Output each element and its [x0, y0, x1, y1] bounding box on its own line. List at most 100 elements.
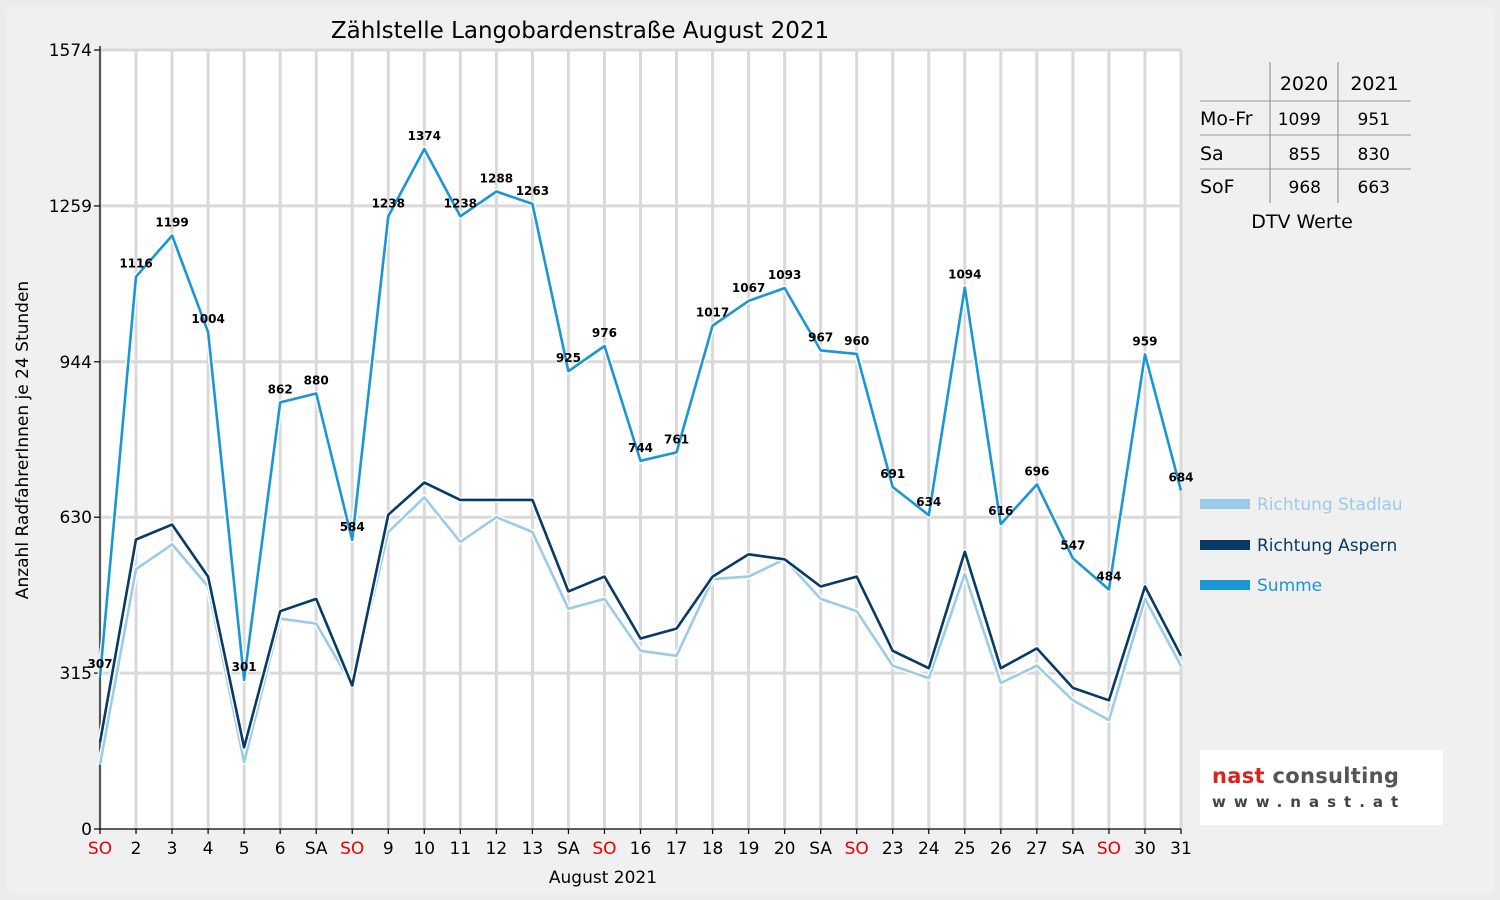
data-label: 925: [556, 351, 581, 365]
data-label: 744: [628, 441, 653, 455]
data-label: 1093: [768, 268, 801, 282]
data-label: 584: [340, 520, 365, 534]
y-tick-label: 0: [81, 820, 92, 840]
x-tick-label: 26: [990, 839, 1012, 859]
nast-consulting-logo: nast consulting www.nast.at: [1200, 750, 1443, 825]
table-row-label: Mo-Fr: [1200, 108, 1253, 130]
x-tick-label: 31: [1170, 839, 1192, 859]
data-label: 862: [268, 382, 293, 396]
data-label: 696: [1024, 465, 1049, 479]
x-tick-label: SO: [88, 839, 112, 859]
data-label: 976: [592, 326, 617, 340]
series-line-richtung-aspern: [98, 481, 1183, 749]
y-tick-label: 315: [60, 664, 92, 684]
x-tick-label: 18: [702, 839, 724, 859]
x-tick-label: 9: [383, 839, 394, 859]
x-tick-label: 4: [203, 839, 214, 859]
logo-brand-part1: nast: [1212, 764, 1265, 788]
x-tick-label: SO: [845, 839, 869, 859]
x-tick-label: 2: [131, 839, 142, 859]
table-value-cell: 1099: [1278, 110, 1321, 130]
data-label: 960: [844, 334, 869, 348]
data-label: 1199: [155, 216, 188, 230]
table-header-cell: 2021: [1350, 73, 1398, 95]
data-label: 1238: [444, 196, 477, 210]
data-label: 1017: [696, 306, 729, 320]
data-label: 880: [304, 373, 329, 387]
table-row-label: Sa: [1200, 143, 1224, 165]
x-tick-label: 13: [522, 839, 544, 859]
legend-label-richtung-stadlau: Richtung Stadlau: [1257, 495, 1403, 515]
x-tick-label: 24: [918, 839, 940, 859]
x-tick-label: 27: [1026, 839, 1048, 859]
data-label: 1116: [119, 257, 152, 271]
legend-swatch-richtung-aspern: [1200, 540, 1250, 550]
legend-swatch-summe: [1200, 580, 1250, 590]
y-axis-label: Anzahl RadfahrerInnen je 24 Stunden: [13, 281, 33, 599]
x-tick-label: 16: [630, 839, 652, 859]
table-value-cell: 968: [1289, 178, 1321, 198]
x-tick-label: 3: [167, 839, 178, 859]
table-caption: DTV Werte: [1251, 211, 1353, 233]
legend-label-richtung-aspern: Richtung Aspern: [1257, 536, 1397, 556]
data-label: 634: [916, 495, 941, 509]
data-labels: 3071116119910043018628805841238137412381…: [87, 129, 1193, 674]
data-label: 307: [87, 657, 112, 671]
x-tick-label: 11: [450, 839, 472, 859]
chart-title: Zählstelle Langobardenstraße August 2021: [331, 18, 829, 44]
legend-swatch-richtung-stadlau: [1200, 499, 1250, 509]
y-tick-label: 944: [60, 353, 92, 373]
x-tick-label: SA: [1062, 839, 1085, 859]
logo-brand-part2: consulting: [1264, 764, 1400, 788]
x-tick-label: 5: [239, 839, 250, 859]
x-tick-label: 23: [882, 839, 904, 859]
data-label: 761: [664, 432, 689, 446]
x-tick-label: 19: [738, 839, 760, 859]
data-label: 1004: [191, 312, 224, 326]
x-tick-label: 10: [413, 839, 435, 859]
legend-label-summe: Summe: [1257, 576, 1322, 596]
x-tick-label: 25: [954, 839, 976, 859]
y-tick-label: 630: [60, 508, 92, 528]
table-value-cell: 830: [1358, 145, 1390, 165]
x-axis-label: August 2021: [549, 868, 657, 888]
data-label: 967: [808, 330, 833, 344]
data-label: 301: [232, 660, 257, 674]
x-tick-label: SO: [1097, 839, 1121, 859]
table-value-cell: 951: [1358, 110, 1390, 130]
x-tick-label: SA: [305, 839, 328, 859]
table-header-cell: 2020: [1280, 73, 1328, 95]
x-tick-label: 6: [275, 839, 286, 859]
x-tick-label: 20: [774, 839, 796, 859]
data-label: 1374: [408, 129, 441, 143]
data-label: 484: [1096, 569, 1121, 583]
data-label: 547: [1060, 538, 1085, 552]
y-tick-label: 1574: [49, 41, 92, 61]
x-tick-label: 30: [1134, 839, 1156, 859]
legend: Richtung Stadlau Richtung Aspern Summe: [1200, 495, 1403, 596]
table-row-label: SoF: [1200, 176, 1235, 198]
x-tick-label: SO: [340, 839, 364, 859]
table-value-cell: 663: [1358, 178, 1390, 198]
data-label: 616: [988, 504, 1013, 518]
data-label: 959: [1132, 334, 1157, 348]
y-tick-label: 1259: [49, 197, 92, 217]
dtv-table: 2020 2021 Mo-Fr 1099 951 Sa 855 830 SoF 968 663DTV…: [1200, 62, 1411, 233]
x-tick-label: SA: [557, 839, 580, 859]
x-tick-label: SA: [809, 839, 832, 859]
x-tick-label: 12: [486, 839, 508, 859]
data-label: 1238: [372, 196, 405, 210]
logo-brand: nast consulting: [1212, 764, 1399, 788]
series-lines: [97, 146, 1184, 766]
data-label: 691: [880, 467, 905, 481]
data-label: 684: [1168, 470, 1193, 484]
x-tick-label: SO: [592, 839, 616, 859]
data-label: 1288: [480, 172, 513, 186]
data-label: 1094: [948, 268, 981, 282]
data-label: 1263: [516, 184, 549, 198]
table-value-cell: 855: [1289, 145, 1321, 165]
logo-url: www.nast.at: [1212, 793, 1407, 811]
x-tick-label: 17: [666, 839, 688, 859]
